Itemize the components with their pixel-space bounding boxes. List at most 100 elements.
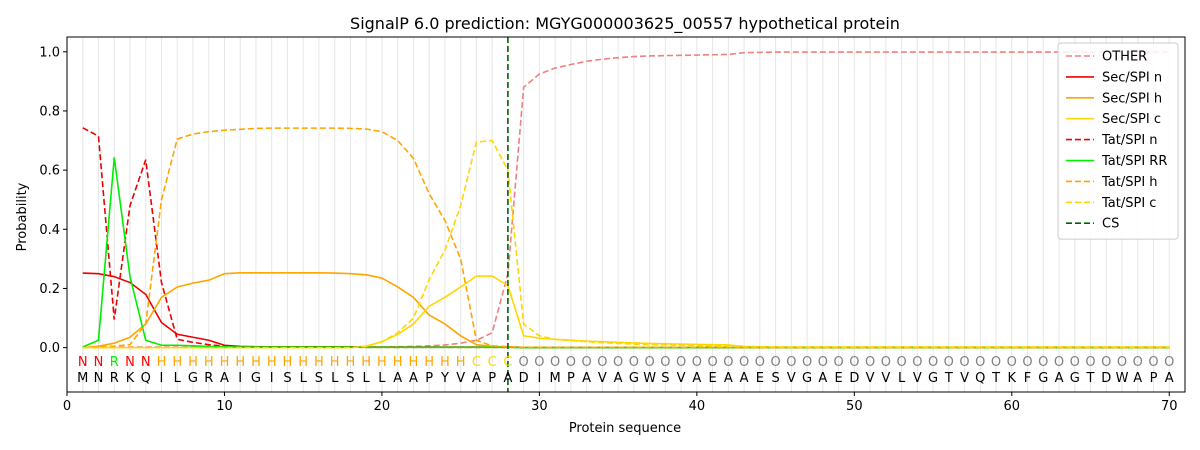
- residue-letter: L: [300, 371, 308, 386]
- residue-letter: A: [692, 371, 701, 386]
- residue-letter: I: [270, 371, 274, 386]
- residue-letter: M: [550, 371, 561, 386]
- residue-letter: A: [724, 371, 733, 386]
- legend-entry: Tat/SPI n: [1101, 133, 1158, 148]
- region-label: H: [204, 355, 214, 370]
- residue-letter: A: [614, 371, 623, 386]
- series-line-5: [83, 157, 1170, 347]
- series-line-2: [83, 273, 1170, 348]
- region-label: H: [298, 355, 308, 370]
- residue-letter: I: [238, 371, 242, 386]
- region-label: O: [944, 355, 954, 370]
- residue-letter: V: [866, 371, 875, 386]
- residue-letter: L: [331, 371, 339, 386]
- region-label: O: [534, 355, 544, 370]
- chart-title: SignalP 6.0 prediction: MGYG000003625_00…: [350, 14, 900, 34]
- region-label: O: [1164, 355, 1174, 370]
- region-label: H: [409, 355, 419, 370]
- region-label: O: [707, 355, 717, 370]
- residue-letter: K: [126, 371, 135, 386]
- region-label: H: [251, 355, 261, 370]
- residue-letter: V: [787, 371, 796, 386]
- region-label: O: [786, 355, 796, 370]
- region-label: O: [550, 355, 560, 370]
- region-label: O: [1038, 355, 1048, 370]
- residue-letter: S: [315, 371, 323, 386]
- series-line-7: [83, 141, 1170, 348]
- residue-letter: A: [740, 371, 749, 386]
- region-label: N: [125, 355, 135, 370]
- region-label: O: [660, 355, 670, 370]
- residue-letter: D: [849, 371, 859, 386]
- residue-letter: G: [251, 371, 261, 386]
- residue-letter: S: [771, 371, 779, 386]
- legend-entry: Sec/SPI n: [1102, 70, 1162, 85]
- residue-letter: S: [283, 371, 291, 386]
- region-label: O: [613, 355, 623, 370]
- legend-entry: Sec/SPI c: [1102, 112, 1161, 127]
- region-label: O: [896, 355, 906, 370]
- region-label: H: [393, 355, 403, 370]
- legend-entry: Tat/SPI h: [1101, 175, 1158, 190]
- x-tick-label: 0: [63, 399, 71, 414]
- plot-frame: [67, 37, 1185, 392]
- residue-letter: W: [1116, 371, 1129, 386]
- region-label: O: [770, 355, 780, 370]
- y-tick-label: 0.4: [39, 223, 60, 238]
- region-label: C: [503, 355, 512, 370]
- y-tick-label: 0.6: [39, 164, 60, 179]
- region-label: C: [488, 355, 497, 370]
- series-line-1: [83, 273, 1170, 347]
- residue-letter: V: [913, 371, 922, 386]
- region-label: O: [865, 355, 875, 370]
- residue-letter: L: [363, 371, 371, 386]
- residue-letter: E: [708, 371, 716, 386]
- region-label: H: [424, 355, 434, 370]
- region-label: O: [975, 355, 985, 370]
- residue-letter: T: [1086, 371, 1095, 386]
- residue-letter: A: [1055, 371, 1064, 386]
- series-line-3: [83, 276, 1170, 348]
- residue-letter: Q: [141, 371, 151, 386]
- residue-letter: L: [378, 371, 386, 386]
- sequence-annotation: NMNNRRNKNQHIHLHGHRHAHIHGHIHSHLHSHLHSHLHL…: [77, 355, 1174, 386]
- residue-letter: N: [94, 371, 104, 386]
- residue-letter: L: [174, 371, 182, 386]
- residue-letter: G: [928, 371, 938, 386]
- residue-letter: E: [834, 371, 842, 386]
- y-tick-label: 0.0: [39, 341, 60, 356]
- region-label: O: [1070, 355, 1080, 370]
- region-label: H: [440, 355, 450, 370]
- region-label: R: [110, 355, 119, 370]
- series-line-4: [83, 128, 1170, 348]
- region-label: O: [1148, 355, 1158, 370]
- region-label: H: [188, 355, 198, 370]
- residue-letter: A: [1165, 371, 1174, 386]
- residue-letter: R: [110, 371, 119, 386]
- grid-lines: [83, 37, 1170, 392]
- residue-letter: Y: [440, 371, 449, 386]
- region-label: H: [267, 355, 277, 370]
- residue-letter: V: [881, 371, 890, 386]
- residue-letter: D: [519, 371, 529, 386]
- region-label: N: [78, 355, 88, 370]
- region-label: H: [157, 355, 167, 370]
- region-label: O: [1054, 355, 1064, 370]
- residue-letter: G: [188, 371, 198, 386]
- residue-letter: V: [456, 371, 465, 386]
- region-label: O: [1101, 355, 1111, 370]
- x-axis-label: Protein sequence: [569, 421, 681, 436]
- region-label: C: [472, 355, 481, 370]
- region-label: H: [220, 355, 230, 370]
- residue-letter: P: [567, 371, 575, 386]
- region-label: O: [1133, 355, 1143, 370]
- y-axis-ticks: 0.0 0.2 0.4 0.6 0.8 1.0: [39, 45, 67, 356]
- x-tick-label: 70: [1161, 399, 1178, 414]
- residue-letter: I: [160, 371, 164, 386]
- residue-letter: E: [756, 371, 764, 386]
- residue-letter: S: [346, 371, 354, 386]
- region-label: O: [928, 355, 938, 370]
- residue-letter: K: [1008, 371, 1017, 386]
- residue-letter: A: [409, 371, 418, 386]
